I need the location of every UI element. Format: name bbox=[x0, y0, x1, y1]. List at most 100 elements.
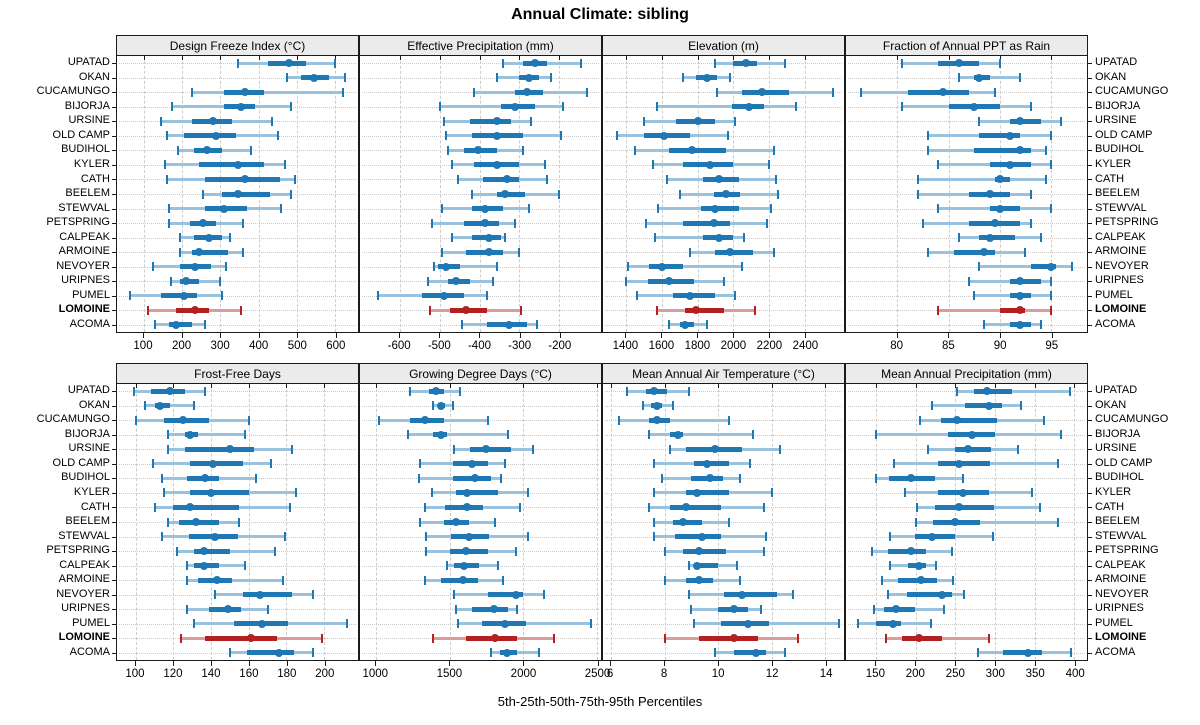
percentile-cap bbox=[283, 532, 286, 542]
row-guide-line bbox=[848, 324, 1085, 326]
percentile-25-75-bar bbox=[497, 191, 526, 197]
percentile-cap bbox=[738, 575, 741, 585]
station-label: BEELEM bbox=[65, 515, 110, 528]
percentile-cap bbox=[657, 204, 660, 214]
station-label: BUDIHOL bbox=[1095, 143, 1144, 156]
station-label: KYLER bbox=[73, 485, 110, 498]
station-tick-right bbox=[1088, 281, 1092, 283]
top-tick bbox=[173, 384, 175, 388]
station-label: URSINE bbox=[1095, 442, 1137, 455]
station-label: ARMOINE bbox=[58, 245, 110, 258]
row-guide-line bbox=[362, 652, 599, 654]
station-tick-left bbox=[112, 266, 116, 268]
percentile-cap bbox=[1044, 174, 1047, 184]
panel-elevation-m-: Elevation (m) 1400 1600 1800 2000 2200 2400 bbox=[602, 35, 845, 357]
median-dot bbox=[709, 219, 718, 228]
percentile-25-75-bar bbox=[683, 220, 730, 226]
percentile-cap bbox=[773, 247, 776, 257]
axis-tick-label: 8 bbox=[660, 668, 668, 680]
station-tick-right bbox=[1088, 77, 1092, 79]
top-tick bbox=[771, 384, 773, 388]
panel-mean-annual-air-temperature-c-: Mean Annual Air Temperature (°C) 6 8 10 12 14 bbox=[602, 363, 845, 685]
top-tick bbox=[769, 56, 771, 60]
median-dot bbox=[1006, 131, 1015, 140]
percentile-25-75-bar bbox=[934, 504, 995, 510]
top-tick bbox=[519, 56, 521, 60]
percentile-cap bbox=[154, 320, 157, 330]
percentile-25-75-bar bbox=[989, 206, 1021, 212]
percentile-25-75-bar bbox=[465, 249, 504, 255]
axis-tick bbox=[625, 333, 627, 338]
percentile-cap bbox=[501, 575, 504, 585]
median-dot bbox=[485, 248, 494, 257]
panel-design-freeze-index-c-: Design Freeze Index (°C) 100 200 300 400 500 6… bbox=[112, 35, 359, 357]
percentile-cap bbox=[280, 204, 283, 214]
median-dot bbox=[241, 88, 250, 97]
percentile-cap bbox=[247, 415, 250, 425]
percentile-5-95-band bbox=[956, 389, 1070, 393]
row-guide-line bbox=[119, 324, 356, 326]
percentile-cap bbox=[544, 160, 547, 170]
top-tick bbox=[1034, 384, 1036, 388]
median-dot bbox=[256, 590, 265, 599]
axis-tick-label: 500 bbox=[287, 340, 307, 352]
percentile-cap bbox=[726, 131, 729, 141]
axis-tick bbox=[286, 661, 288, 666]
station-label: CALPEAK bbox=[1095, 558, 1146, 571]
percentile-cap bbox=[526, 488, 529, 498]
row-guide-line bbox=[362, 63, 599, 65]
percentile-cap bbox=[892, 459, 895, 469]
percentile-cap bbox=[165, 131, 168, 141]
percentile-cap bbox=[445, 561, 448, 571]
percentile-cap bbox=[714, 648, 717, 658]
station-tick-left bbox=[112, 507, 116, 509]
percentile-cap bbox=[249, 145, 252, 155]
plot-area bbox=[602, 56, 845, 333]
percentile-cap bbox=[889, 532, 892, 542]
percentile-cap bbox=[236, 58, 239, 68]
station-label: URSINE bbox=[1095, 114, 1137, 127]
axis-tick-label: 100 bbox=[125, 668, 145, 680]
percentile-cap bbox=[749, 459, 752, 469]
median-dot bbox=[237, 102, 246, 111]
station-tick-right bbox=[1088, 492, 1092, 494]
station-tick-right bbox=[1088, 164, 1092, 166]
axis-tick-label: 1400 bbox=[612, 340, 639, 352]
row-guide-line bbox=[848, 580, 1085, 582]
median-dot bbox=[436, 401, 445, 410]
median-dot bbox=[202, 146, 211, 155]
median-dot bbox=[199, 561, 208, 570]
median-dot bbox=[436, 430, 445, 439]
percentile-cap bbox=[668, 320, 671, 330]
percentile-cap bbox=[927, 247, 930, 257]
median-dot bbox=[241, 175, 250, 184]
percentile-25-75-bar bbox=[243, 592, 293, 598]
percentile-cap bbox=[934, 561, 937, 571]
median-dot bbox=[914, 561, 923, 570]
median-dot bbox=[757, 88, 766, 97]
percentile-cap bbox=[432, 401, 435, 411]
station-label: CUCAMUNGO bbox=[36, 413, 110, 426]
panel-growing-degree-days-c-: Growing Degree Days (°C) 1000 1500 2000 2500 bbox=[359, 363, 610, 685]
axis-tick bbox=[220, 333, 222, 338]
axis-tick bbox=[1035, 661, 1037, 666]
percentile-25-75-bar bbox=[483, 176, 520, 182]
station-label: STEWVAL bbox=[58, 201, 110, 214]
median-dot bbox=[983, 387, 992, 396]
percentile-cap bbox=[652, 532, 655, 542]
station-label: CALPEAK bbox=[59, 558, 110, 571]
station-tick-left bbox=[112, 121, 116, 123]
percentile-cap bbox=[504, 459, 507, 469]
station-label: PUMEL bbox=[72, 288, 110, 301]
median-dot bbox=[715, 175, 724, 184]
percentile-cap bbox=[311, 648, 314, 658]
station-tick-left bbox=[112, 237, 116, 239]
median-dot bbox=[711, 204, 720, 213]
station-tick-right bbox=[1088, 237, 1092, 239]
station-tick-right bbox=[1088, 63, 1092, 65]
station-label: NEVOYER bbox=[56, 587, 110, 600]
percentile-cap bbox=[1039, 320, 1042, 330]
percentile-cap bbox=[255, 473, 258, 483]
station-tick-left bbox=[112, 252, 116, 254]
percentile-cap bbox=[714, 58, 717, 68]
